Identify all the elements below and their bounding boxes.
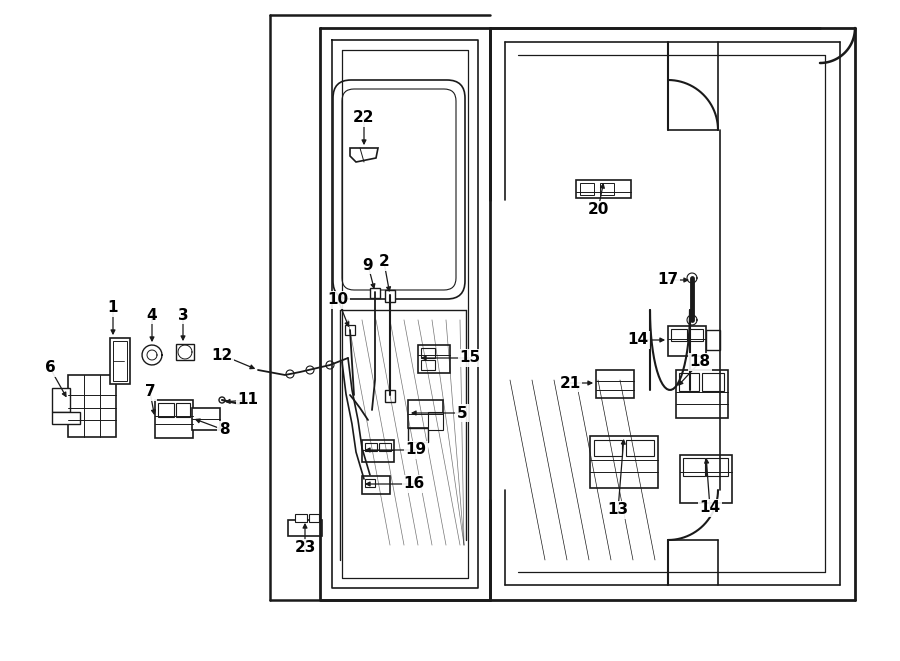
Bar: [52, 388, 70, 412]
Text: 6: 6: [45, 360, 56, 375]
Bar: [110, 338, 130, 384]
Bar: [176, 344, 194, 360]
Text: 9: 9: [363, 258, 374, 272]
Bar: [362, 476, 390, 494]
Bar: [365, 443, 377, 451]
Bar: [370, 288, 380, 298]
Bar: [176, 403, 190, 417]
Bar: [385, 290, 395, 302]
Bar: [594, 440, 622, 456]
Bar: [596, 370, 634, 398]
Bar: [365, 479, 375, 487]
Bar: [680, 455, 732, 503]
Bar: [676, 370, 728, 418]
Bar: [428, 412, 443, 430]
Text: 14: 14: [627, 332, 649, 348]
Text: 12: 12: [212, 348, 232, 362]
Text: 11: 11: [238, 393, 258, 407]
Bar: [706, 330, 720, 350]
Bar: [590, 436, 658, 488]
Bar: [192, 408, 220, 430]
Bar: [683, 458, 705, 476]
Text: 21: 21: [560, 375, 580, 391]
Bar: [421, 348, 435, 358]
Text: 22: 22: [353, 110, 374, 126]
Bar: [576, 180, 631, 198]
Bar: [679, 373, 699, 391]
Text: 8: 8: [219, 422, 230, 438]
Text: 18: 18: [689, 354, 711, 369]
Bar: [671, 329, 687, 341]
Text: 19: 19: [405, 442, 427, 457]
Text: 7: 7: [145, 385, 156, 399]
Text: 23: 23: [294, 541, 316, 555]
Bar: [626, 440, 654, 456]
Bar: [408, 400, 443, 428]
Text: 15: 15: [459, 350, 481, 366]
Bar: [421, 360, 435, 370]
Bar: [155, 400, 193, 438]
Text: 17: 17: [657, 272, 679, 288]
Text: 2: 2: [379, 254, 390, 270]
Bar: [379, 443, 391, 451]
Text: 13: 13: [608, 502, 628, 518]
Bar: [158, 403, 174, 417]
Bar: [309, 514, 319, 522]
Text: 4: 4: [147, 307, 158, 323]
Text: 20: 20: [588, 202, 608, 217]
Bar: [288, 520, 322, 536]
Text: 3: 3: [177, 307, 188, 323]
Text: 10: 10: [328, 293, 348, 307]
Bar: [668, 326, 706, 356]
Bar: [706, 458, 728, 476]
Bar: [702, 373, 724, 391]
Text: 1: 1: [108, 301, 118, 315]
Bar: [689, 329, 703, 341]
Bar: [418, 345, 450, 373]
Text: 14: 14: [699, 500, 721, 516]
Bar: [600, 183, 614, 195]
Bar: [362, 440, 394, 462]
Bar: [385, 390, 395, 402]
Bar: [408, 428, 428, 442]
Bar: [68, 375, 116, 437]
Text: 16: 16: [403, 477, 425, 492]
Text: 5: 5: [456, 405, 467, 420]
Bar: [345, 325, 355, 335]
Bar: [580, 183, 594, 195]
Bar: [295, 514, 307, 522]
Bar: [52, 412, 80, 424]
Bar: [113, 341, 127, 381]
